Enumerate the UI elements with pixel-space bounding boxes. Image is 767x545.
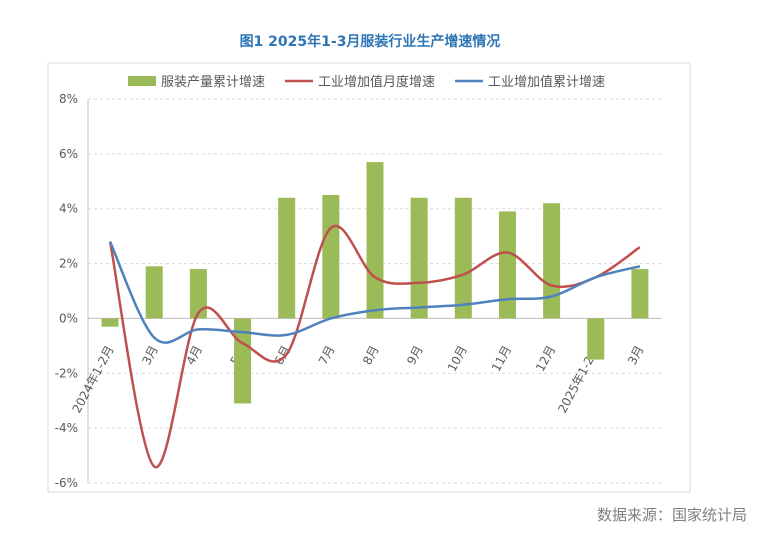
bar <box>410 197 428 319</box>
y-tick-label: 8% <box>59 92 78 106</box>
y-tick-label: 2% <box>59 257 78 271</box>
x-tick-label: 8月 <box>360 343 382 367</box>
y-tick-label: 6% <box>59 147 78 161</box>
bar <box>278 197 296 319</box>
y-tick-label: -4% <box>55 421 78 435</box>
y-tick-label: -6% <box>55 476 78 490</box>
source-note: 数据来源：国家统计局 <box>597 506 747 524</box>
y-tick-label: 0% <box>59 311 78 325</box>
bar <box>543 203 561 319</box>
line <box>108 224 641 469</box>
bar <box>145 266 163 319</box>
chart-title: 图1 2025年1-3月服装行业生产增速情况 <box>240 33 501 50</box>
legend-label: 工业增加值累计增速 <box>488 74 605 90</box>
bar <box>189 269 207 319</box>
bar <box>366 162 384 319</box>
x-tick-label: 12月 <box>533 343 558 374</box>
x-tick-label: 9月 <box>404 343 426 367</box>
x-tick-label: 10月 <box>445 343 470 374</box>
legend-label: 服装产量累计增速 <box>161 75 265 90</box>
bar <box>631 269 649 319</box>
line <box>108 241 641 344</box>
bar <box>101 318 119 327</box>
x-tick-label: 3月 <box>139 343 161 367</box>
y-tick-label: -2% <box>55 366 78 380</box>
y-tick-label: 4% <box>59 202 78 216</box>
bar <box>454 197 472 319</box>
chart-frame <box>47 62 691 493</box>
bar <box>498 211 516 319</box>
bar <box>587 318 605 360</box>
legend-label: 工业增加值月度增速 <box>318 74 435 90</box>
x-tick-label: 11月 <box>489 343 514 374</box>
x-tick-label: 3月 <box>625 343 647 367</box>
x-tick-label: 7月 <box>316 343 338 367</box>
legend-swatch <box>128 76 156 86</box>
bar <box>322 195 340 319</box>
